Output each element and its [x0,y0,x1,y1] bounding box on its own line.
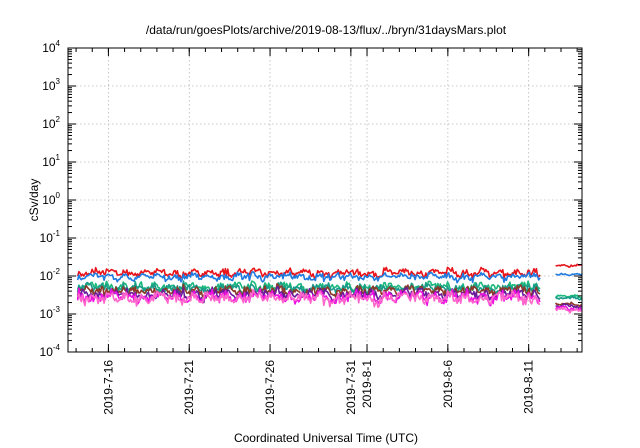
x-tick-label: 2019-8-1 [360,360,374,408]
y-tick-label: 10-3 [40,305,61,321]
series-pink-line [76,288,541,309]
series-blue-line [76,270,541,284]
series-green-line [555,293,583,299]
x-tick-label: 2019-7-16 [101,360,115,415]
grid [68,48,582,352]
series-blue-line [555,272,583,277]
y-axis-label: cSv/day [27,179,41,222]
series-brown-line [554,301,583,307]
y-tick-label: 101 [42,153,60,169]
x-tick-label: 2019-8-6 [441,360,455,408]
series-teal-line [554,295,583,301]
y-tick-label: 104 [42,39,60,55]
x-tick-label: 2019-8-11 [522,360,536,414]
series-pink-line [554,306,583,314]
series-red-line [76,266,541,281]
x-tick-label: 2019-7-26 [263,360,277,415]
x-axis-label: Coordinated Universal Time (UTC) [234,431,418,445]
ticks [68,47,582,353]
y-tick-label: 100 [42,191,60,207]
y-tick-labels: 10-4 10-3 10-2 10-1 100 101 102 103 104 [40,39,61,359]
y-tick-label: 10-4 [40,343,61,359]
y-tick-label: 10-1 [40,229,61,245]
x-tick-label: 2019-7-21 [182,360,196,415]
series-layer [76,263,583,314]
series-red-line [555,263,582,268]
x-tick-label: 2019-7-31 [344,360,358,415]
y-tick-label: 10-2 [40,267,61,283]
y-tick-label: 103 [42,77,60,93]
chart-title: /data/run/goesPlots/archive/2019-08-13/f… [146,23,507,37]
y-tick-label: 102 [42,115,60,131]
x-tick-labels: 2019-7-16 2019-7-21 2019-7-26 2019-7-31 2019… [101,360,535,415]
